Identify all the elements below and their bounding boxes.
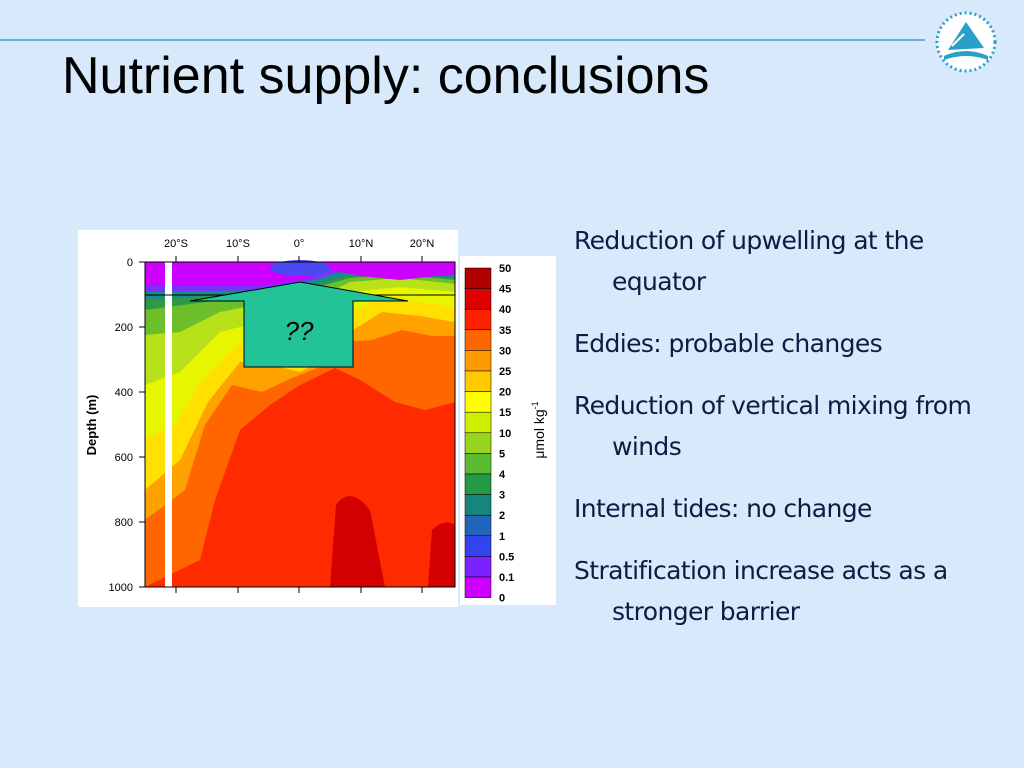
plot-frame bbox=[144, 261, 456, 588]
colorbar-level: 5 bbox=[499, 448, 505, 460]
x-tick-label: 0° bbox=[294, 238, 305, 250]
y-tick-label: 800 bbox=[115, 517, 133, 529]
colorbar-swatch bbox=[464, 473, 492, 495]
colorbar-swatch bbox=[464, 329, 492, 351]
colorbar-swatch bbox=[464, 267, 492, 289]
upwelling-arrow bbox=[189, 281, 409, 368]
y-tick-label: 600 bbox=[115, 452, 133, 464]
y-tick-label: 200 bbox=[115, 322, 133, 334]
colorbar-swatch bbox=[464, 350, 492, 372]
colorbar-level: 25 bbox=[499, 366, 511, 378]
colorbar-level: 40 bbox=[499, 304, 511, 316]
colorbar-level: 0 bbox=[499, 593, 505, 605]
x-tick-label: 10°S bbox=[226, 238, 250, 250]
colorbar-level: 50 bbox=[499, 263, 511, 275]
colorbar-swatch bbox=[464, 556, 492, 578]
x-tick-label: 10°N bbox=[349, 238, 374, 250]
colorbar-level: 35 bbox=[499, 325, 511, 337]
colorbar-level: 15 bbox=[499, 407, 511, 419]
colorbar-level: 2 bbox=[499, 510, 505, 522]
colorbar-swatch bbox=[464, 391, 492, 413]
contour-field bbox=[145, 260, 455, 587]
colorbar-level: 3 bbox=[499, 490, 505, 502]
slide-title: Nutrient supply: conclusions bbox=[62, 47, 710, 105]
colorbar-level: 0.5 bbox=[499, 551, 514, 563]
colorbar-unit-exponent: -1 bbox=[530, 401, 540, 409]
colorbar-swatch bbox=[464, 432, 492, 454]
colorbar-swatch bbox=[464, 576, 492, 598]
colorbar-level: 30 bbox=[499, 345, 511, 357]
colorbar-swatch bbox=[464, 308, 492, 331]
colorbar-swatch bbox=[464, 370, 492, 392]
arrow-label: ?? bbox=[285, 316, 314, 346]
colorbar-swatch bbox=[464, 288, 492, 310]
colorbar-level: 4 bbox=[499, 469, 506, 481]
x-tick-label: 20°N bbox=[410, 238, 435, 250]
bullet: Stratification increase acts as a strong… bbox=[574, 556, 948, 626]
bullet-list: Reduction of upwelling at the equator Edd… bbox=[574, 220, 994, 653]
bullet: Reduction of vertical mixing from winds bbox=[574, 391, 972, 461]
colorbar-label: μmol kg-1 bbox=[530, 401, 547, 458]
band bbox=[428, 522, 455, 587]
y-tick-label: 1000 bbox=[109, 582, 133, 594]
colorbar-level: 10 bbox=[499, 428, 511, 440]
colorbar-swatch bbox=[464, 535, 492, 557]
colorbar-swatch bbox=[464, 514, 492, 537]
y-tick-label: 400 bbox=[115, 387, 133, 399]
band bbox=[270, 260, 330, 276]
bullet: Internal tides: no change bbox=[574, 494, 872, 523]
colorbar-unit: μmol kg bbox=[531, 409, 547, 458]
logo bbox=[935, 11, 997, 73]
y-axis-label: Depth (m) bbox=[84, 395, 99, 456]
band bbox=[330, 496, 385, 587]
colorbar-level: 0.1 bbox=[499, 572, 514, 584]
bullet: Reduction of upwelling at the equator bbox=[574, 226, 924, 296]
colorbar-level: 45 bbox=[499, 284, 511, 296]
colorbar-swatch bbox=[464, 494, 492, 516]
colorbar-swatch bbox=[464, 411, 492, 434]
x-tick-label: 20°S bbox=[164, 238, 188, 250]
white-strip bbox=[165, 262, 172, 587]
colorbar-swatch bbox=[464, 453, 492, 475]
colorbar-level: 1 bbox=[499, 531, 505, 543]
bullet: Eddies: probable changes bbox=[574, 329, 883, 358]
colorbar-level: 20 bbox=[499, 387, 511, 399]
y-tick-label: 0 bbox=[127, 257, 133, 269]
